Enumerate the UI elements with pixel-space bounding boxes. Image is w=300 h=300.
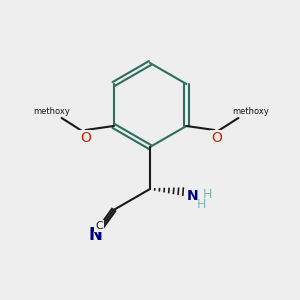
Text: N: N <box>187 189 199 203</box>
Text: N: N <box>88 226 102 244</box>
Text: O: O <box>211 131 222 145</box>
Text: methoxy: methoxy <box>232 107 269 116</box>
Text: H: H <box>197 197 206 211</box>
Text: N: N <box>88 226 102 244</box>
Text: H: H <box>203 188 212 200</box>
Text: O: O <box>80 131 91 145</box>
Text: C: C <box>95 221 103 231</box>
Text: methoxy: methoxy <box>33 107 70 116</box>
